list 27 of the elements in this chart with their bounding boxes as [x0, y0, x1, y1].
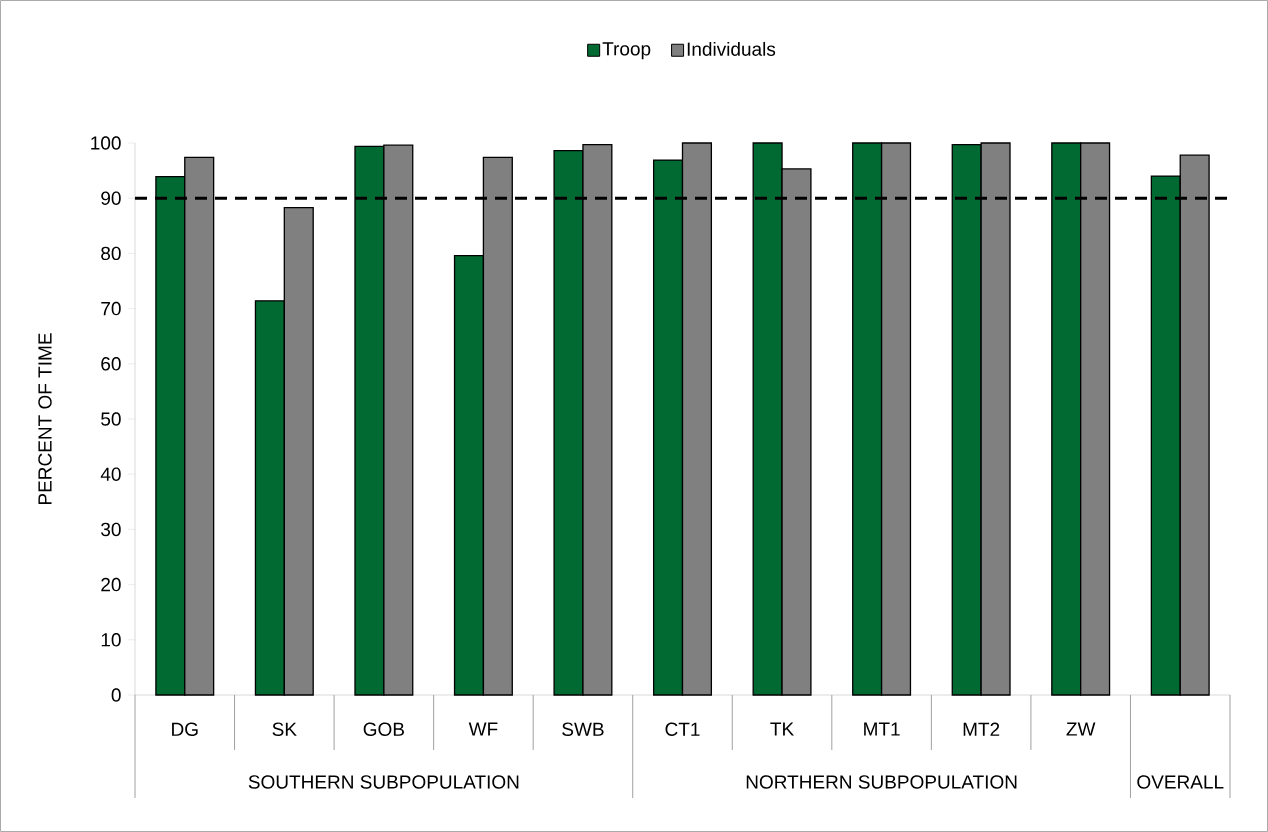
x-tick-label: TK: [770, 722, 794, 736]
text: SOUTHERN SUBPOPULATION: [248, 775, 519, 789]
text: OVERALL: [1137, 775, 1224, 789]
x-tick-label: MT1: [864, 722, 900, 736]
y-tick-label: 10: [101, 633, 121, 647]
x-tick-label: DG: [172, 722, 198, 736]
y-tick-label: 90: [101, 191, 121, 205]
x-tick-label: CT1: [665, 722, 700, 736]
x-tick-label: WF: [468, 722, 498, 736]
legend-label: Troop: [602, 42, 651, 60]
y-tick-label: 70: [101, 301, 121, 316]
y-tick-label: 0: [111, 688, 121, 702]
y-tick-label: 40: [100, 467, 121, 481]
x-tick-label: MT2: [963, 722, 1000, 736]
x-tick-label: SK: [272, 722, 297, 736]
y-tick-label: 20: [101, 577, 121, 592]
y-tick-label: 100: [91, 136, 121, 150]
y-tick-label: 50: [101, 412, 121, 426]
y-tick-label: 30: [101, 522, 121, 537]
legend-label: Individuals: [687, 41, 776, 56]
x-tick-label: SWB: [562, 722, 604, 736]
x-tick-label: GOB: [363, 722, 404, 736]
x-tick-label: ZW: [1066, 722, 1096, 736]
y-tick-label: 80: [101, 246, 121, 261]
text: NORTHERN SUBPOPULATION: [746, 775, 1017, 789]
y-tick-label: 60: [101, 357, 121, 371]
y-axis-title: PERCENT OF TIME: [38, 333, 52, 504]
